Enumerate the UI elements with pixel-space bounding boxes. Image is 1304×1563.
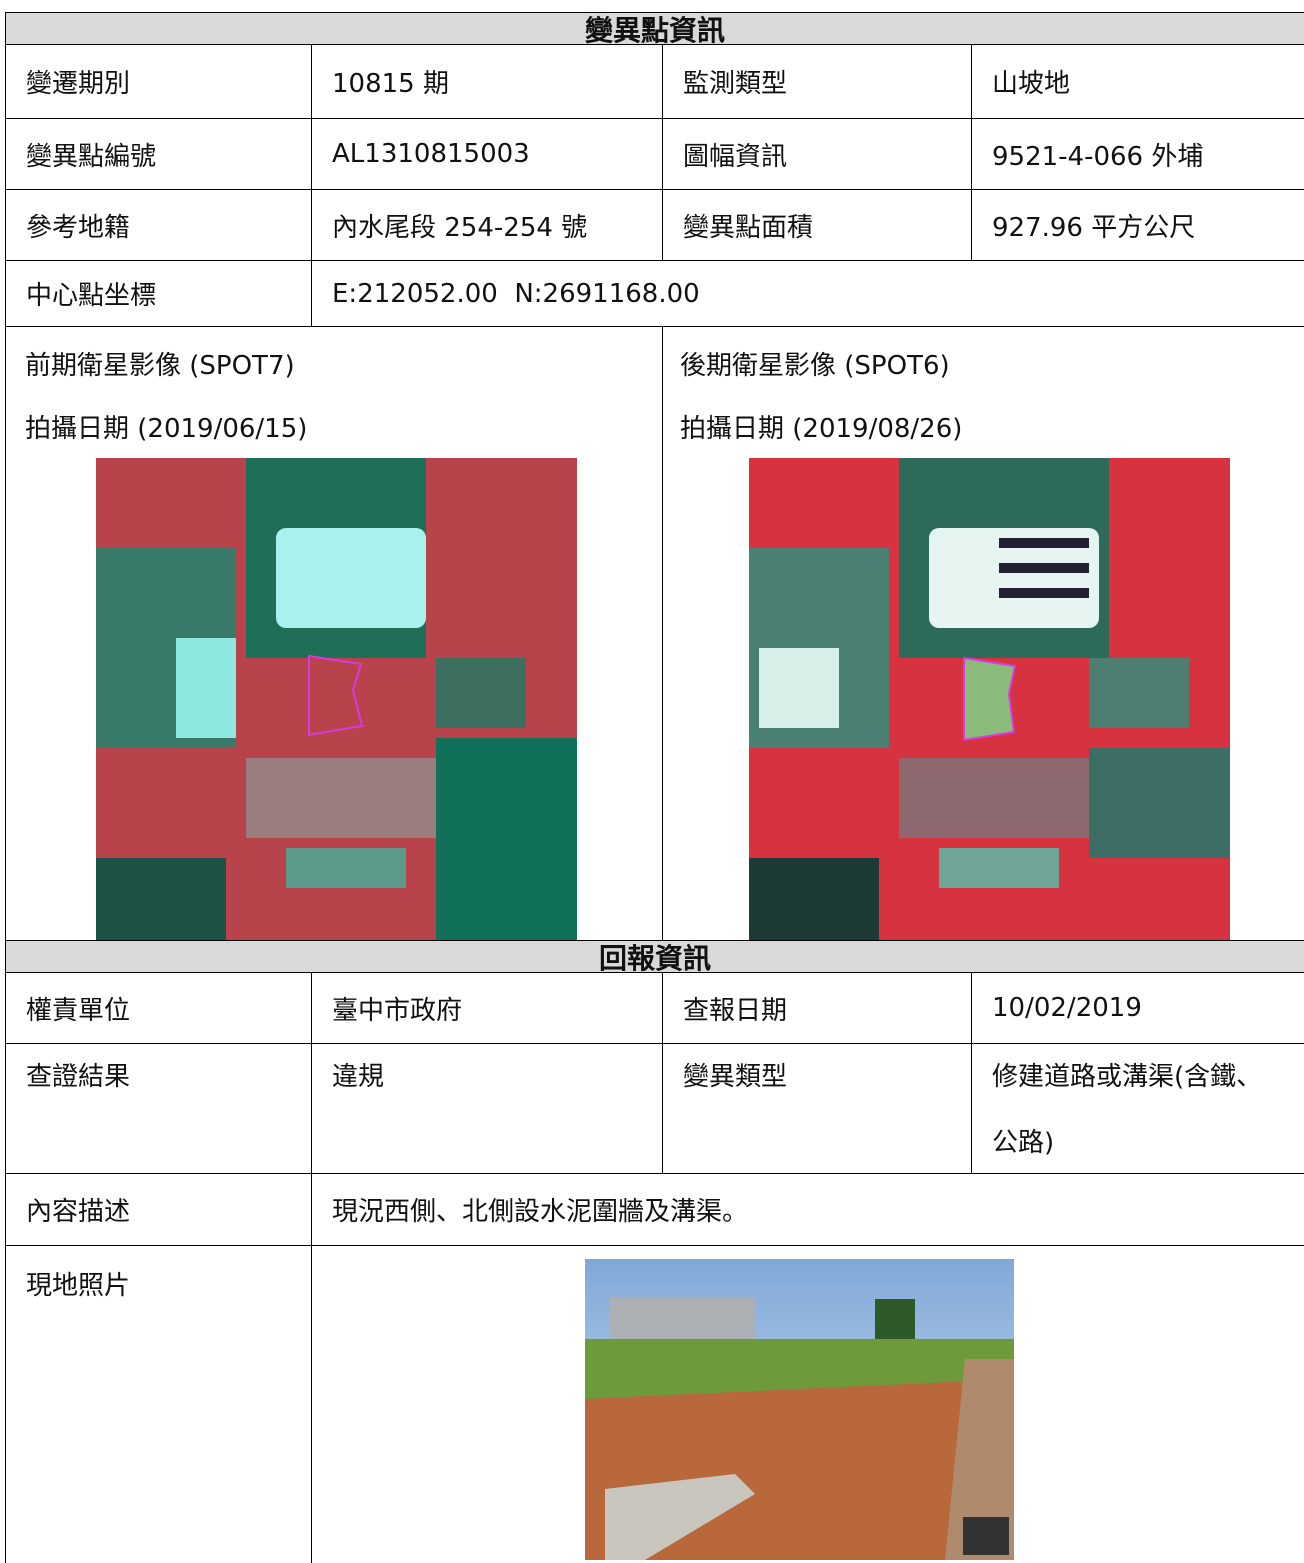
- cell: 修建道路或溝渠(含鐵、公路): [971, 1043, 1304, 1174]
- cell: 山坡地: [971, 44, 1304, 119]
- section-header: 變異點資訊: [5, 12, 1304, 47]
- site-photo: [585, 1259, 1014, 1560]
- cell: 圖幅資訊: [662, 118, 972, 190]
- cell: 變異類型: [662, 1043, 972, 1174]
- cell: 927.96 平方公尺: [971, 189, 1304, 261]
- satellite-image: [96, 458, 577, 940]
- cell: 9521-4-066 外埔: [971, 118, 1304, 190]
- cell: 違規: [311, 1043, 663, 1174]
- cell: AL1310815003: [311, 118, 663, 190]
- cell: 變異點面積: [662, 189, 972, 261]
- cell: 查證結果: [5, 1043, 312, 1174]
- satellite-image: [749, 458, 1230, 940]
- cell: 臺中市政府: [311, 972, 663, 1044]
- image-title: 後期衛星影像 (SPOT6): [680, 351, 950, 381]
- cell: E:212052.00 N:2691168.00: [311, 260, 1304, 327]
- cell: 參考地籍: [5, 189, 312, 261]
- cell: 10815 期: [311, 44, 663, 119]
- cell: 內容描述: [5, 1173, 312, 1246]
- cell: 中心點坐標: [5, 260, 312, 327]
- image-title: 前期衛星影像 (SPOT7): [25, 351, 295, 381]
- image-date: 拍攝日期 (2019/08/26): [680, 414, 963, 444]
- cell: 查報日期: [662, 972, 972, 1044]
- image-date: 拍攝日期 (2019/06/15): [25, 414, 308, 444]
- cell: 變遷期別: [5, 44, 312, 119]
- cell: 權責單位: [5, 972, 312, 1044]
- cell: 現況西側、北側設水泥圍牆及溝渠。: [311, 1173, 1304, 1246]
- cell: 內水尾段 254-254 號: [311, 189, 663, 261]
- cell: 變異點編號: [5, 118, 312, 190]
- section-header: 回報資訊: [5, 940, 1304, 975]
- photo-cell: [311, 1245, 1304, 1563]
- cell: 監測類型: [662, 44, 972, 119]
- cell: 現地照片: [5, 1245, 312, 1563]
- cell: 10/02/2019: [971, 972, 1304, 1044]
